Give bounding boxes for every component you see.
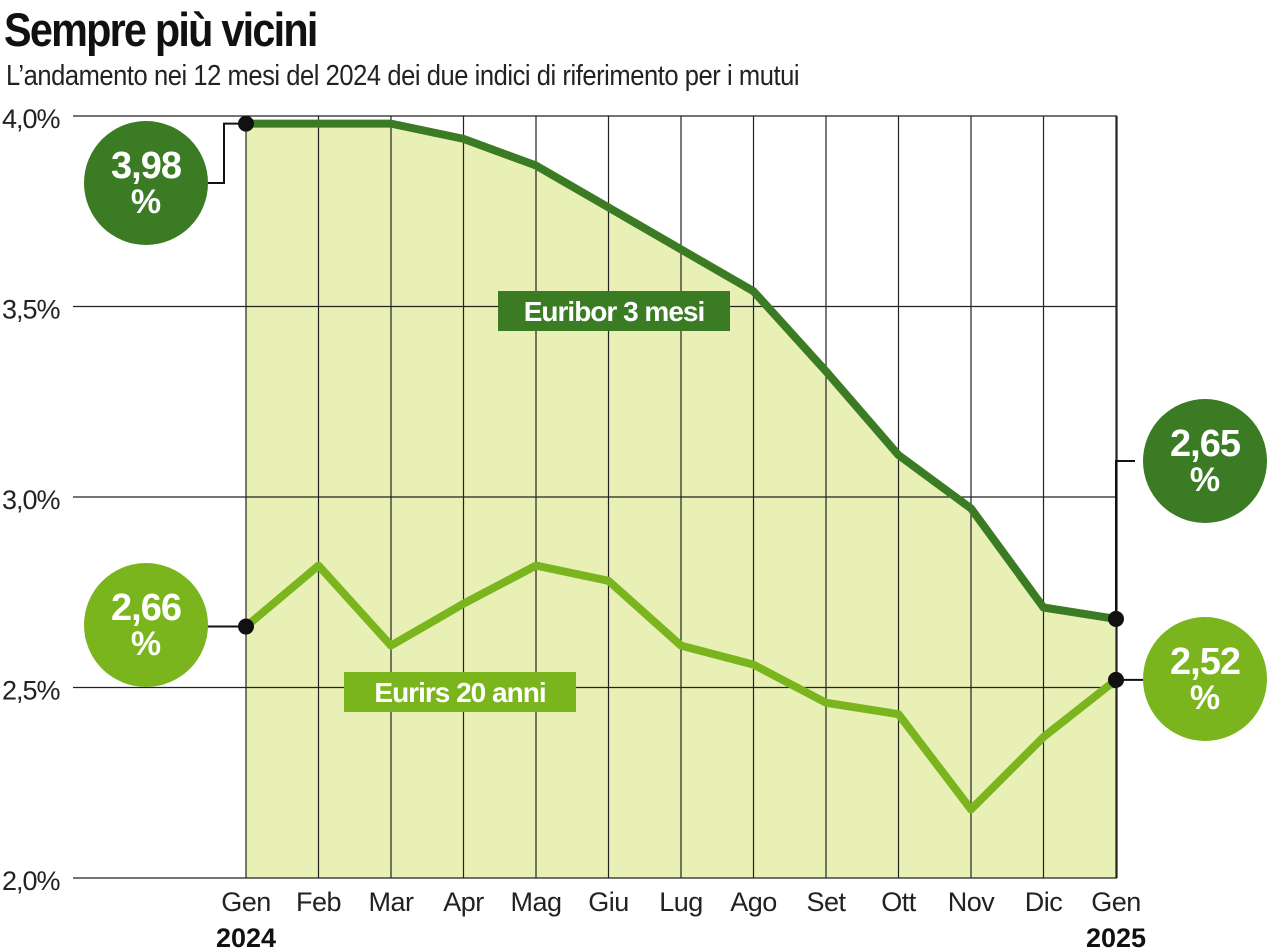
- chart-subtitle: L’andamento nei 12 mesi del 2024 dei due…: [6, 60, 800, 92]
- euribor-end-value: 2,65: [1170, 423, 1241, 465]
- euribor-end-connector: [1115, 460, 1135, 619]
- eurirs-end-dot: [1108, 671, 1124, 688]
- year-label-end: 2025: [1086, 923, 1146, 952]
- x-tick-label: Lug: [659, 887, 703, 917]
- euribor-series-box: [498, 291, 730, 331]
- eurirs-start-bubble: [84, 563, 208, 687]
- euribor-start-unit: %: [131, 183, 161, 221]
- y-tick-label: 3,0%: [2, 485, 61, 515]
- x-tick-label: Apr: [443, 887, 484, 917]
- eurirs-start-dot: [238, 618, 254, 635]
- euribor-line: [242, 119, 1120, 623]
- x-tick-label: Gen: [1091, 887, 1141, 917]
- chart-title: Sempre più vicini: [4, 3, 318, 56]
- eurirs-end-unit: %: [1190, 679, 1220, 717]
- x-tick-label: Ott: [881, 887, 917, 917]
- euribor-series-label: Euribor 3 mesi: [524, 296, 705, 327]
- x-tick-label: Dic: [1025, 887, 1063, 917]
- x-tick-label: Giu: [588, 887, 629, 917]
- y-tick-label: 2,5%: [2, 676, 61, 706]
- x-tick-label: Ago: [730, 887, 777, 917]
- x-tick-label: Nov: [948, 887, 996, 917]
- x-tick-label: Gen: [221, 887, 271, 917]
- euribor-start-dot: [238, 115, 254, 132]
- eurirs-end-bubble: [1143, 617, 1267, 741]
- euribor-start-bubble: [84, 121, 208, 245]
- eurirs-series-label: Eurirs 20 anni: [374, 677, 545, 708]
- x-tick-label: Set: [806, 887, 846, 917]
- euribor-start-value: 3,98: [111, 145, 181, 187]
- y-tick-label: 3,5%: [2, 295, 61, 325]
- x-tick-label: Mar: [369, 887, 415, 917]
- eurirs-start-value: 2,66: [111, 587, 181, 629]
- eurirs-start-unit: %: [131, 625, 161, 663]
- year-label-start: 2024: [216, 923, 276, 952]
- euribor-end-unit: %: [1190, 461, 1220, 499]
- eurirs-series-box: [344, 672, 576, 712]
- euribor-end-bubble: [1143, 399, 1267, 523]
- y-tick-label: 2,0%: [2, 866, 61, 896]
- y-tick-label: 4,0%: [2, 104, 61, 134]
- eurirs-end-value: 2,52: [1170, 641, 1240, 683]
- x-tick-label: Mag: [510, 887, 561, 917]
- x-tick-label: Feb: [296, 887, 341, 917]
- eurirs-line: [242, 561, 1120, 814]
- euribor-end-dot: [1108, 610, 1124, 627]
- euribor-start-connector: [208, 122, 246, 184]
